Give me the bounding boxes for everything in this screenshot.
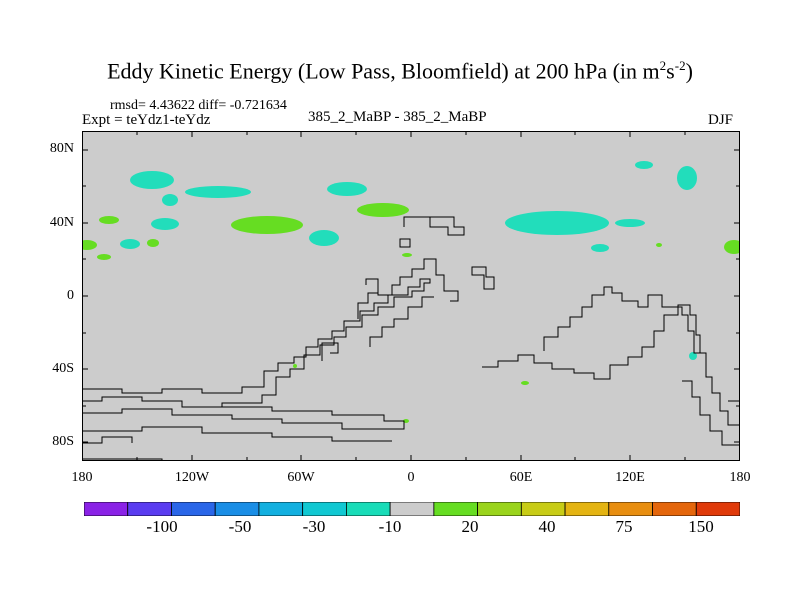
map-background bbox=[82, 131, 740, 461]
colorbar-label: -30 bbox=[302, 517, 326, 536]
colorbar bbox=[84, 502, 740, 516]
negative-anomaly-regions bbox=[120, 161, 697, 360]
lon-label-120w: 120W bbox=[174, 470, 210, 485]
colorbar-swatch bbox=[84, 502, 129, 516]
colorbar-label: 75 bbox=[615, 517, 633, 536]
colorbar-swatch bbox=[433, 502, 478, 516]
lon-label-180-east: 180 bbox=[729, 470, 751, 485]
lon-label-120e: 120E bbox=[615, 470, 645, 485]
colorbar-swatch bbox=[520, 502, 566, 516]
map-panel bbox=[82, 131, 740, 461]
colorbar-label: 20 bbox=[461, 517, 479, 536]
map-frame bbox=[82, 131, 740, 461]
colorbar-swatch bbox=[695, 502, 740, 516]
lat-label-80s: 80S bbox=[52, 434, 74, 449]
season-label: DJF bbox=[708, 112, 734, 128]
lon-label-60w: 60W bbox=[287, 470, 315, 485]
lat-label-0: 0 bbox=[67, 288, 74, 303]
lon-label-0: 0 bbox=[407, 470, 415, 485]
plot-title: Eddy Kinetic Energy (Low Pass, Bloomfiel… bbox=[107, 58, 693, 84]
colorbar-label: -10 bbox=[378, 517, 402, 536]
lat-label-40s: 40S bbox=[52, 361, 74, 376]
experiment-label: Expt = teYdz1-teYdz bbox=[82, 112, 211, 128]
positive-anomaly-regions bbox=[82, 203, 740, 423]
lat-label-80n: 80N bbox=[49, 141, 74, 156]
colorbar-swatch bbox=[127, 502, 172, 516]
colorbar-label: 150 bbox=[688, 517, 714, 536]
colorbar-swatch bbox=[477, 502, 522, 516]
colorbar-swatch bbox=[214, 502, 260, 516]
lat-label-40n: 40N bbox=[49, 215, 74, 230]
colorbar-swatch bbox=[258, 502, 304, 516]
colorbar-swatch bbox=[345, 502, 391, 516]
colorbar-swatch bbox=[564, 502, 610, 516]
run-comparison-label: 385_2_MaBP - 385_2_MaBP bbox=[308, 109, 487, 125]
colorbar-swatch bbox=[171, 502, 216, 516]
lon-label-60e: 60E bbox=[509, 470, 533, 485]
coastline-contours bbox=[82, 216, 740, 461]
colorbar-label: -100 bbox=[146, 517, 178, 536]
lon-label-180-west: 180 bbox=[71, 470, 93, 485]
colorbar-swatch bbox=[302, 502, 347, 516]
colorbar-label: 40 bbox=[538, 517, 556, 536]
colorbar-swatch bbox=[652, 502, 697, 516]
colorbar-swatch bbox=[608, 502, 653, 516]
colorbar-label: -50 bbox=[228, 517, 252, 536]
stats-label: rmsd= 4.43622 diff= -0.721634 bbox=[110, 98, 287, 113]
colorbar-swatch bbox=[389, 502, 435, 516]
